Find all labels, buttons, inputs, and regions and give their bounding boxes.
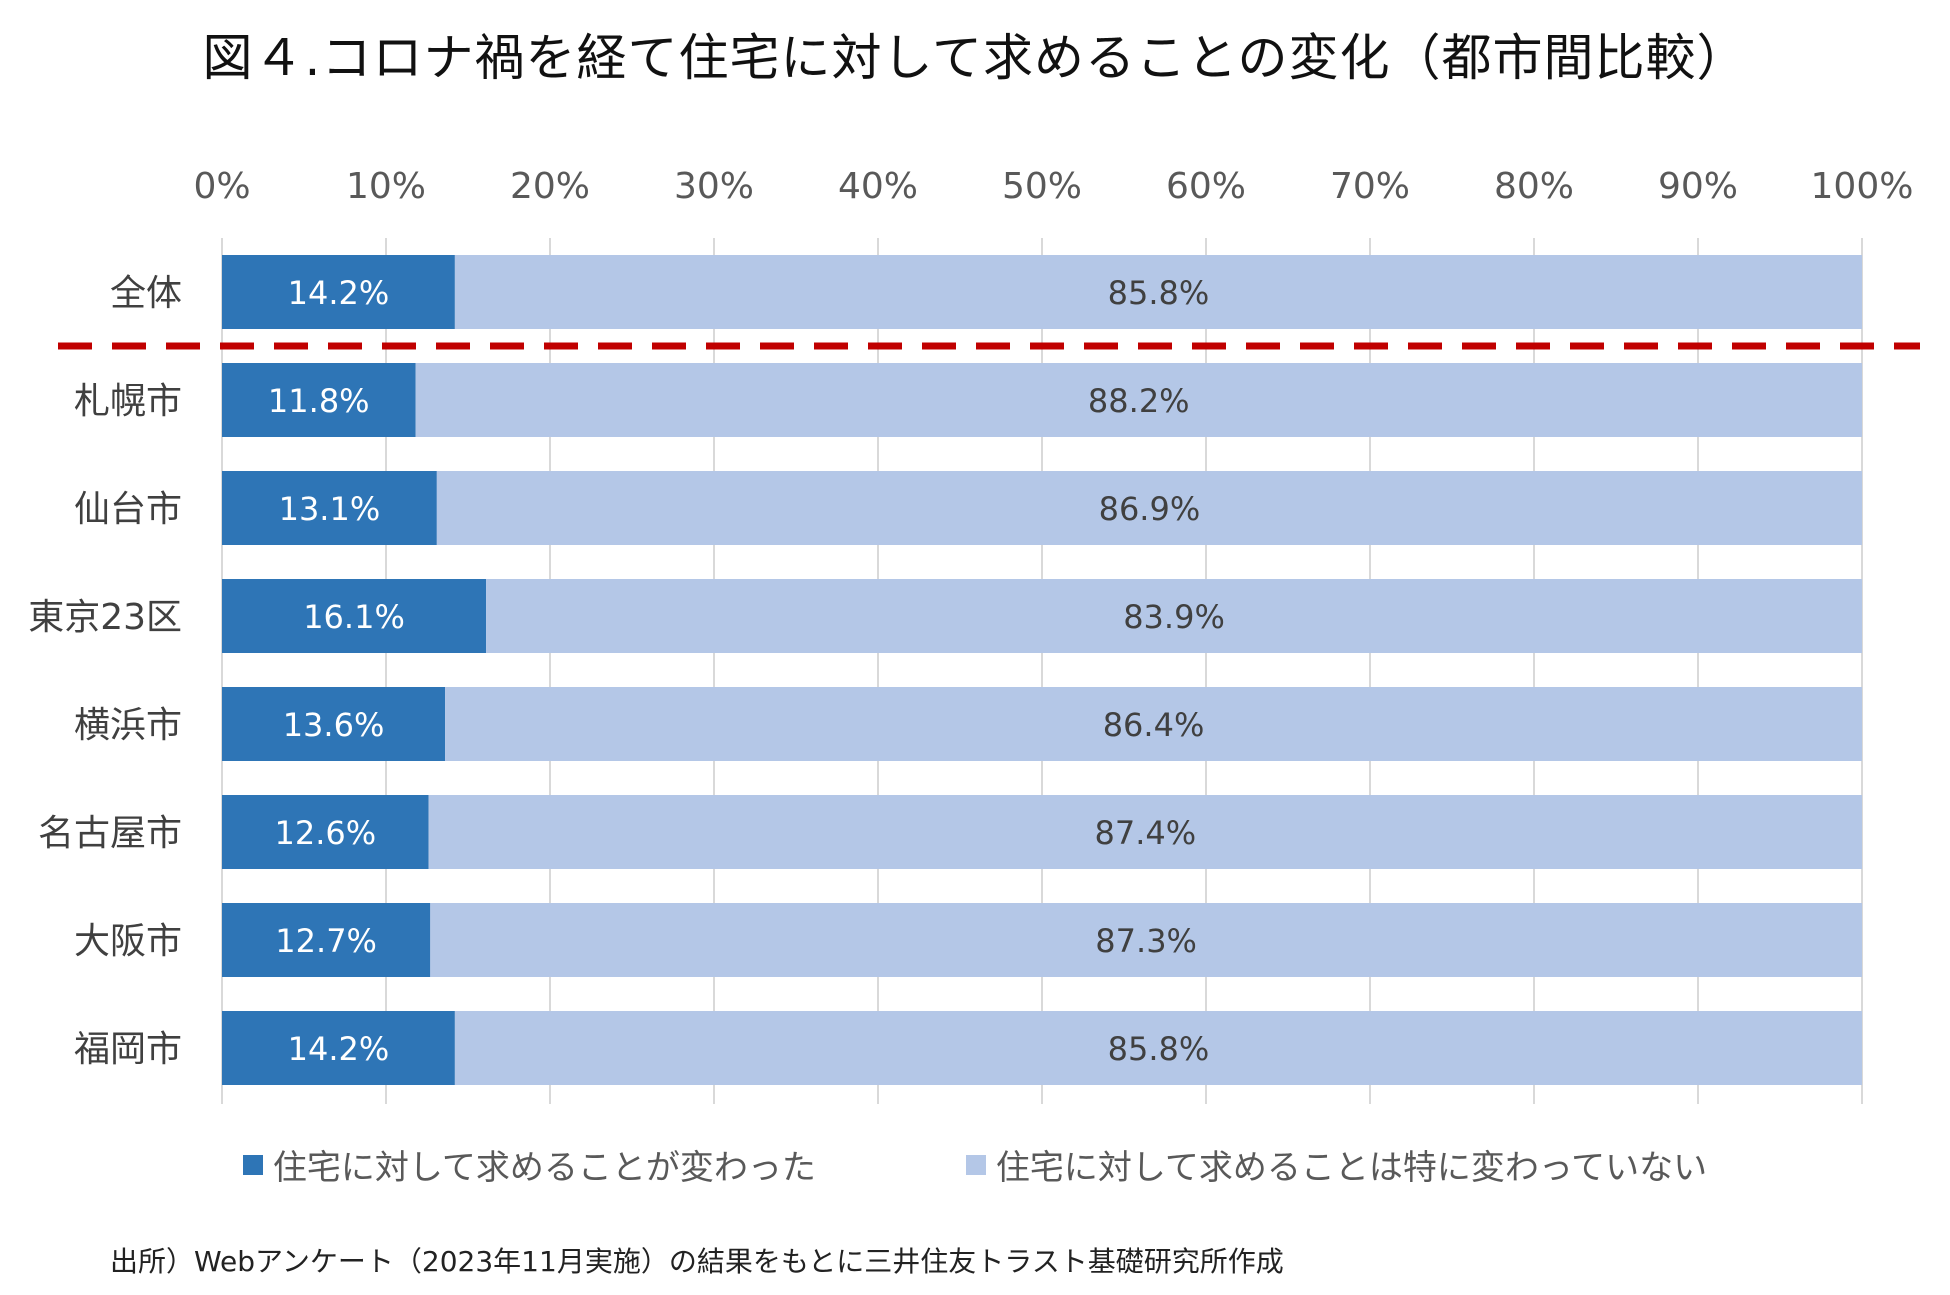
bar-changed — [222, 795, 429, 869]
data-label: 13.1% — [279, 490, 381, 528]
bar-changed — [222, 687, 446, 761]
data-label: 86.4% — [1103, 706, 1205, 744]
legend-swatch-changed — [242, 1154, 263, 1175]
x-tick-label: 0% — [193, 166, 250, 207]
bar-changed — [222, 471, 437, 545]
category-label: 名古屋市 — [38, 813, 182, 854]
x-tick-label: 40% — [838, 166, 918, 207]
x-axis-ticks: 0% 10% 20% 30% 40% 50% 60% 70% 80% 90% 100% — [193, 166, 1913, 207]
legend-label-changed: 住宅に対して求めることが変わった — [272, 1148, 816, 1188]
bar-unchanged — [436, 471, 1863, 545]
bar-changed — [222, 579, 487, 653]
x-tick-label: 10% — [346, 166, 426, 207]
data-label: 11.8% — [268, 382, 370, 420]
chart-title: 図４.コロナ禍を経て住宅に対して求めることの変化（都市間比較） — [202, 29, 1748, 87]
x-tick-label: 80% — [1494, 166, 1574, 207]
data-label: 12.6% — [274, 814, 376, 852]
category-label: 仙台市 — [74, 489, 182, 530]
data-label: 13.6% — [283, 706, 385, 744]
legend-item-changed: 住宅に対して求めることが変わった — [242, 1140, 816, 1189]
bar-changed — [222, 1011, 455, 1085]
category-label: 福岡市 — [74, 1029, 182, 1070]
data-label: 83.9% — [1123, 598, 1225, 636]
bar-unchanged — [454, 1011, 1862, 1085]
bar-changed — [222, 255, 455, 329]
x-tick-label: 90% — [1658, 166, 1738, 207]
data-label: 12.7% — [275, 922, 377, 960]
data-label: 86.9% — [1099, 490, 1201, 528]
x-tick-label: 100% — [1811, 166, 1914, 207]
x-tick-label: 20% — [510, 166, 590, 207]
data-label: 14.2% — [288, 274, 390, 312]
bar-unchanged — [430, 903, 1862, 977]
stacked-bar-chart: 0% 10% 20% 30% 40% 50% 60% 70% 80% 90% 100% 14.2% 8… — [28, 166, 1920, 1104]
data-label: 14.2% — [288, 1030, 390, 1068]
category-label: 横浜市 — [74, 705, 182, 746]
legend-swatch-unchanged — [965, 1154, 986, 1175]
data-label: 85.8% — [1108, 1030, 1210, 1068]
bar-unchanged — [454, 255, 1862, 329]
bar-unchanged — [428, 795, 1862, 869]
legend-item-unchanged: 住宅に対して求めることは特に変わっていない — [965, 1140, 1708, 1189]
x-tick-label: 30% — [674, 166, 754, 207]
source-note: 出所）Webアンケート（2023年11月実施）の結果をもとに三井住友トラスト基礎… — [110, 1245, 1284, 1278]
data-label: 87.3% — [1095, 922, 1197, 960]
bar-unchanged — [445, 687, 1862, 761]
legend: 住宅に対して求めることが変わった 住宅に対して求めることは特に変わっていない — [0, 1140, 1950, 1189]
data-label: 16.1% — [303, 598, 405, 636]
bar-unchanged — [486, 579, 1862, 653]
bars: 14.2% 85.8% 11.8% 88.2% 13.1% 86.9% 16.1% 83.9%… — [222, 255, 1863, 1085]
x-tick-label: 70% — [1330, 166, 1410, 207]
category-label: 大阪市 — [74, 921, 182, 962]
bar-changed — [222, 363, 416, 437]
category-label: 東京23区 — [28, 597, 182, 638]
x-tick-label: 50% — [1002, 166, 1082, 207]
bar-unchanged — [415, 363, 1862, 437]
legend-label-unchanged: 住宅に対して求めることは特に変わっていない — [995, 1148, 1708, 1188]
bar-changed — [222, 903, 431, 977]
x-tick-label: 60% — [1166, 166, 1246, 207]
category-label: 札幌市 — [74, 381, 182, 422]
data-label: 87.4% — [1094, 814, 1196, 852]
data-label: 88.2% — [1088, 382, 1190, 420]
data-label: 85.8% — [1108, 274, 1210, 312]
category-label: 全体 — [110, 273, 182, 314]
